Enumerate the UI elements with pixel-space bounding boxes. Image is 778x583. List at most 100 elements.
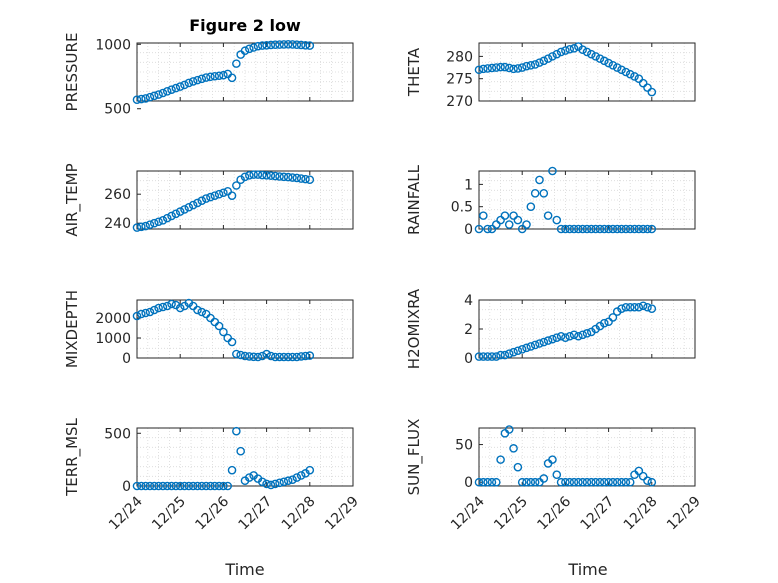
x-tick-label: 12/25 [149,494,189,534]
data-point [301,174,310,184]
data-point [175,303,185,313]
data-point [608,61,618,70]
data-point [496,455,505,464]
data-point [301,351,310,361]
data-point [257,477,267,487]
data-point [647,224,657,234]
data-point [561,333,570,343]
data-point [137,94,146,104]
data-point [262,479,271,489]
y-tick-label: 500 [104,426,131,442]
y-tick-label: 0 [464,351,473,367]
data-point [162,481,172,491]
y-tick-label: 2000 [95,311,131,327]
data-point [617,65,626,75]
data-point [522,220,531,229]
data-point [612,63,622,72]
data-point [162,87,172,96]
data-point [257,351,267,361]
x-tick-label: 12/27 [578,494,618,534]
data-point [188,77,198,86]
data-point [167,211,176,221]
data-point [608,224,618,234]
data-point [154,90,163,99]
data-point [145,481,155,491]
data-point [240,351,250,361]
data-point [180,205,189,214]
y-axis-label: THETA [405,47,423,97]
y-tick-label: 0.5 [451,200,473,216]
axes-box [136,42,354,102]
data-point [132,481,142,491]
data-point [270,352,280,362]
data-point [257,41,267,50]
data-point [591,224,600,234]
data-point [638,224,648,234]
data-point [491,477,501,487]
data-point [201,194,211,203]
data-point [561,224,570,234]
data-point [565,44,575,54]
data-point [504,425,514,434]
data-point [513,215,523,225]
data-point [206,481,215,491]
data-point [292,352,302,362]
panel-1: 500 1000 PRESSURE [63,33,354,118]
data-point [535,175,544,185]
data-point [214,189,224,199]
data-point [643,302,652,312]
data-point [167,481,176,491]
data-point [279,172,289,182]
data-point [292,40,302,49]
data-point [604,317,613,327]
data-point [548,334,557,344]
data-point [526,477,536,487]
data-point [612,224,622,234]
data-point [479,211,488,220]
data-point [483,224,492,234]
data-point [245,171,254,180]
data-point [283,476,293,486]
data-point [145,92,155,102]
data-point [296,174,306,183]
x-tick-label: 12/26 [192,493,232,533]
data-point [643,224,652,234]
data-point [232,349,241,359]
data-point [487,63,497,73]
data-point [236,350,245,360]
data-point [535,339,544,348]
data-point [257,170,267,180]
data-point [214,321,224,331]
data-point [621,67,631,77]
x-tick-label: 12/29 [664,494,704,534]
data-point [223,481,233,491]
data-point [145,220,155,229]
y-tick-label: 280 [446,49,473,65]
data-point [227,337,237,347]
data-point [227,465,237,475]
x-tick-label: 12/25 [491,494,531,534]
data-point [569,44,579,53]
data-point [275,352,284,362]
data-point [227,191,237,200]
data-point [621,224,631,234]
data-point [535,58,544,67]
data-point [219,188,228,198]
data-point [219,70,228,80]
data-point [595,54,605,63]
data-point [210,481,220,491]
data-point [634,466,644,476]
data-point [154,217,163,227]
data-point [188,200,198,210]
data-point [253,41,263,51]
data-point [292,173,302,183]
data-point [305,41,315,50]
data-point [539,189,549,198]
data-point [197,74,207,84]
x-tick-label: 12/28 [279,494,319,534]
data-point [262,349,271,359]
y-axis-label: H2OMIXRA [405,288,423,369]
panel-7: 12/24 12/25 12/26 12/27 12/28 12/29 0 500 TERR_M… [63,417,362,533]
